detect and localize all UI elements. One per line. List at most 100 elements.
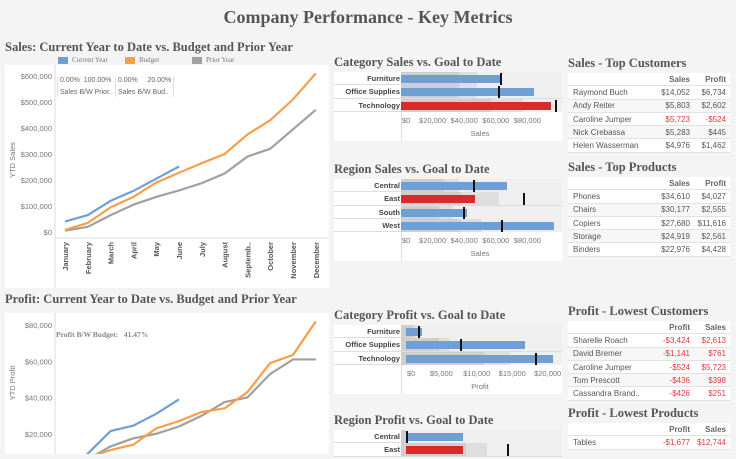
table-row[interactable]: Copiers $27,680 $11,616 <box>568 216 730 231</box>
column-header[interactable]: Sales <box>705 424 726 434</box>
x-tick-label: March <box>107 242 116 265</box>
value-bar[interactable] <box>401 195 476 204</box>
value-bar[interactable] <box>401 75 503 83</box>
table-row[interactable]: Helen Wasserman $4,976 $1,462 <box>568 139 730 153</box>
table-row[interactable]: Sharelle Roach -$3,424 $2,613 <box>568 334 730 348</box>
bullet-row[interactable]: Technology <box>334 98 562 112</box>
y-tick-label: $400,000 <box>21 124 52 133</box>
row-name: Tom Prescott <box>573 375 620 385</box>
bullet-row[interactable]: Central <box>334 179 562 193</box>
bullet-row[interactable]: West <box>334 218 562 233</box>
table-row[interactable]: Cassandra Brand.. -$426 $251 <box>568 387 730 401</box>
column-header[interactable]: Sales <box>669 178 690 188</box>
column-header[interactable]: Profit <box>669 424 690 434</box>
x-tick-label: $20,000 <box>534 368 562 378</box>
cell-value: -$436 <box>669 375 690 385</box>
table-row[interactable]: David Bremer -$1,141 $761 <box>568 347 730 361</box>
cell-value: $24,919 <box>661 231 690 241</box>
bullet-row[interactable]: East <box>334 443 562 457</box>
y-axis-label: YTD Sales <box>8 142 17 178</box>
table-row[interactable]: Tables -$1,677 $12,744 <box>568 436 730 450</box>
data-table: Sales Profit Raymond Buch $14,052 $6,734 Andy… <box>568 73 730 153</box>
bullet-row[interactable]: Office Supplies <box>334 338 562 352</box>
series-line-budget[interactable] <box>64 72 317 231</box>
table-row[interactable]: Andy Reiter $5,803 $2,602 <box>568 99 730 113</box>
x-tick-label: October <box>266 242 275 271</box>
table-row[interactable]: Caroline Jumper $5,723 -$524 <box>568 112 730 127</box>
cell-value: $30,177 <box>661 205 690 215</box>
x-tick-label: Septemb.. <box>243 242 252 278</box>
bullet-row[interactable]: Furniture <box>334 325 562 339</box>
row-name: Helen Wasserman <box>573 141 639 151</box>
value-bar[interactable] <box>401 182 507 190</box>
bullet-row[interactable]: Office Supplies <box>334 85 562 99</box>
legend-prior[interactable]: Prior Year <box>192 56 234 64</box>
cell-value: -$1,677 <box>662 437 690 447</box>
bullet-row[interactable]: East <box>334 192 562 206</box>
x-tick-label: June <box>175 242 184 260</box>
series-line-prior-year[interactable] <box>65 358 316 459</box>
bullet-row[interactable]: Central <box>334 430 562 444</box>
table-row[interactable]: Storage $24,919 $2,561 <box>568 230 730 244</box>
column-header[interactable]: Sales <box>705 322 726 332</box>
column-header[interactable]: Profit <box>705 178 726 188</box>
x-tick-label: $80,000 <box>513 236 541 246</box>
table-row[interactable]: Phones $34,610 $4,027 <box>568 190 730 204</box>
data-table: Sales Profit Phones $34,610 $4,027 Chairs $30,… <box>568 177 730 257</box>
column-header[interactable]: Sales <box>669 74 690 84</box>
value-bar[interactable] <box>405 433 464 441</box>
cell-value: $4,428 <box>701 245 726 255</box>
column-header[interactable]: Profit <box>669 322 690 332</box>
series-line-current-year[interactable] <box>64 165 180 223</box>
cell-value: $11,616 <box>697 218 726 228</box>
legend-budget[interactable]: Budget <box>125 56 159 64</box>
table-row[interactable]: Chairs $30,177 $2,555 <box>568 203 730 217</box>
legend-label: Prior Year <box>206 56 235 64</box>
x-tick-label: $10,000 <box>463 368 491 378</box>
x-tick-label: $40,000 <box>450 236 478 246</box>
table-row[interactable]: Raymond Buch $14,052 $6,734 <box>568 86 730 100</box>
cell-value: $5,803 <box>665 101 690 111</box>
value-bar[interactable] <box>401 101 552 110</box>
value-bar[interactable] <box>401 221 555 230</box>
cell-value: -$524 <box>669 362 690 372</box>
value-bar[interactable] <box>401 208 468 217</box>
cell-value: $27,680 <box>661 218 690 228</box>
sales-line-chart: $0 $100,000 $200,000 $300,000 $400,000 $500,0… <box>8 65 329 288</box>
table-row[interactable]: Binders $22,976 $4,428 <box>568 243 730 257</box>
legend-current[interactable]: Current Year <box>58 56 108 64</box>
value-bar[interactable] <box>401 88 534 97</box>
x-tick-label: January <box>61 241 70 271</box>
table-title: Sales - Top Customers <box>568 56 687 70</box>
value-bar[interactable] <box>405 328 422 336</box>
series-line-budget[interactable] <box>65 320 317 459</box>
table-row[interactable]: Caroline Jumper -$524 $5,723 <box>568 360 730 375</box>
bullet-chart: Furniture Office Supplies Technology $0 $… <box>334 325 562 394</box>
target-marker <box>534 352 537 365</box>
row-name: Caroline Jumper <box>573 114 632 124</box>
x-axis <box>401 364 402 394</box>
table-row[interactable]: Tom Prescott -$436 $398 <box>568 374 730 388</box>
row-name: Raymond Buch <box>573 87 628 97</box>
bullet-row[interactable]: South <box>334 205 562 219</box>
legend-label: Current Year <box>72 56 108 64</box>
profit-line-chart: $20,000 $40,000 $60,000 $80,000 YTD Profit <box>8 313 317 459</box>
data-table: Profit Sales Tables -$1,677 $12,744 <box>568 423 730 450</box>
cell-value: $2,561 <box>701 231 726 241</box>
x-tick-label: May <box>152 241 161 256</box>
row-name: Sharelle Roach <box>573 335 628 345</box>
bullet-row[interactable]: Furniture <box>334 72 562 86</box>
value-bar[interactable] <box>405 354 554 363</box>
bullet-row[interactable]: Technology <box>334 351 562 365</box>
x-axis-label: Sales <box>470 249 490 259</box>
row-label: Technology <box>358 100 400 110</box>
table-title: Profit - Lowest Customers <box>568 304 709 318</box>
column-header[interactable]: Profit <box>705 74 726 84</box>
row-label: Office Supplies <box>345 87 400 97</box>
value-bar[interactable] <box>405 446 464 455</box>
cell-value: $6,734 <box>701 87 726 97</box>
value-bar[interactable] <box>405 341 525 350</box>
table-row[interactable]: Nick Crebassa $5,283 $445 <box>568 126 730 140</box>
x-axis-label: Sales <box>470 128 490 138</box>
series-line-prior-year[interactable] <box>64 108 317 232</box>
